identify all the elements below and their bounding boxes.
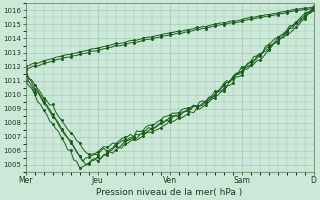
X-axis label: Pression niveau de la mer( hPa ): Pression niveau de la mer( hPa ) <box>97 188 243 197</box>
